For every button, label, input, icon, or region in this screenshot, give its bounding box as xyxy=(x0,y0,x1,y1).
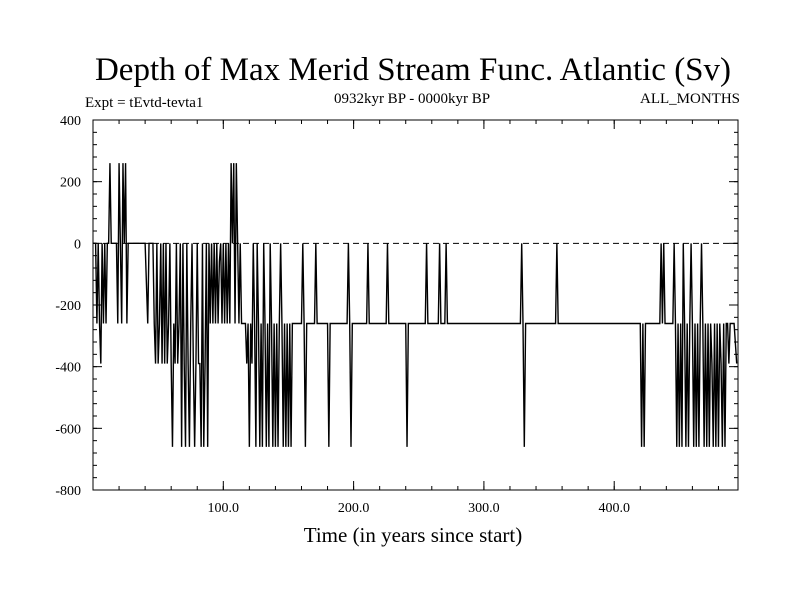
chart-title: Depth of Max Merid Stream Func. Atlantic… xyxy=(95,52,731,88)
y-tick-label: -200 xyxy=(55,299,81,314)
y-tick-label: 400 xyxy=(60,114,81,129)
x-tick-label: 300.0 xyxy=(468,501,500,516)
x-axis-ticks: 100.0 200.0 300.0 400.0 xyxy=(118,120,719,516)
chart-subtitle-right: ALL_MONTHS xyxy=(640,91,740,107)
x-tick-label: 100.0 xyxy=(208,501,240,516)
y-axis-ticks: 400 200 0 -200 -400 -600 -800 xyxy=(55,114,738,499)
y-tick-label: -400 xyxy=(55,361,81,376)
y-tick-label: -800 xyxy=(55,484,81,499)
y-tick-label: -600 xyxy=(55,422,81,437)
y-tick-label: 0 xyxy=(74,237,81,252)
x-axis-label: Time (in years since start) xyxy=(304,523,523,547)
y-tick-label: 200 xyxy=(60,176,81,191)
series-line xyxy=(93,163,738,447)
x-tick-label: 200.0 xyxy=(338,501,370,516)
x-tick-label: 400.0 xyxy=(598,501,630,516)
chart-subtitle-left: Expt = tEvtd-tevta1 xyxy=(85,95,203,111)
chart-subtitle-center: 0932kyr BP - 0000kyr BP xyxy=(334,91,490,107)
